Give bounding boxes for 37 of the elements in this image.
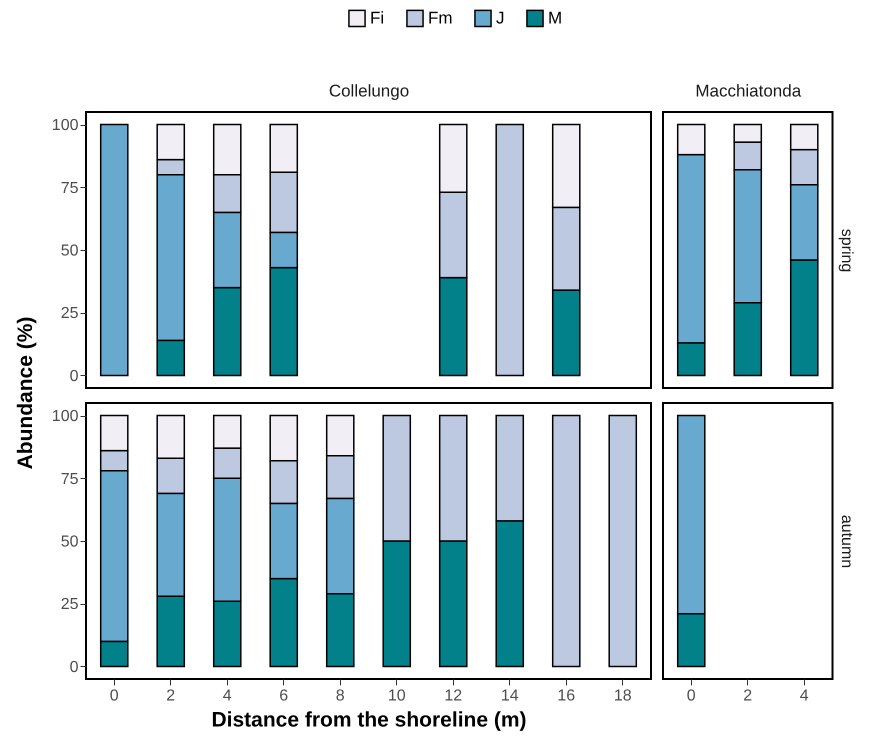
- x-tick-label: 0: [110, 688, 119, 704]
- legend-label: Fi: [370, 8, 384, 28]
- y-tick-label: 0: [70, 658, 79, 676]
- y-tick-label: 0: [70, 368, 79, 385]
- x-tick-label: 4: [222, 688, 232, 704]
- x-tick-label: 14: [500, 688, 519, 704]
- y-tick-label: 75: [60, 470, 79, 488]
- x-tick-label: 2: [743, 688, 752, 704]
- x-tick-label: 6: [279, 688, 288, 704]
- legend-label: Fm: [428, 8, 453, 28]
- x-tick-label: 8: [336, 688, 345, 704]
- legend-label: J: [496, 8, 504, 28]
- y2-axis-title: autumn: [838, 514, 855, 568]
- x-tick-label: 12: [444, 688, 462, 704]
- y-tick-label: 25: [60, 305, 79, 322]
- bar: [608, 414, 638, 668]
- bar: [495, 124, 524, 376]
- x-axis-title: Distance from the shoreline (m): [211, 708, 527, 732]
- y-tick-label: 50: [60, 534, 79, 550]
- chart-title: Macchiatonda: [695, 82, 802, 100]
- y2-axis-title: spring: [838, 228, 855, 272]
- legend-label: M: [548, 8, 562, 28]
- x-tick-label: 4: [800, 688, 809, 704]
- y-tick-label: 75: [60, 180, 79, 197]
- y-tick-label: 25: [60, 596, 79, 614]
- x-tick-label: 2: [166, 688, 176, 704]
- x-tick-label: 10: [388, 688, 406, 704]
- y-axis-title: Abundance (%): [14, 316, 38, 470]
- x-tick-label: 18: [614, 688, 632, 704]
- chart-title: Collelungo: [328, 82, 410, 100]
- y-tick-label: 50: [60, 242, 79, 260]
- bar: [552, 414, 581, 668]
- bar: [100, 124, 129, 376]
- y-tick-label: 100: [52, 117, 79, 134]
- x-tick-label: 0: [686, 688, 696, 704]
- x-tick-label: 16: [557, 688, 576, 704]
- y-tick-label: 100: [52, 408, 79, 426]
